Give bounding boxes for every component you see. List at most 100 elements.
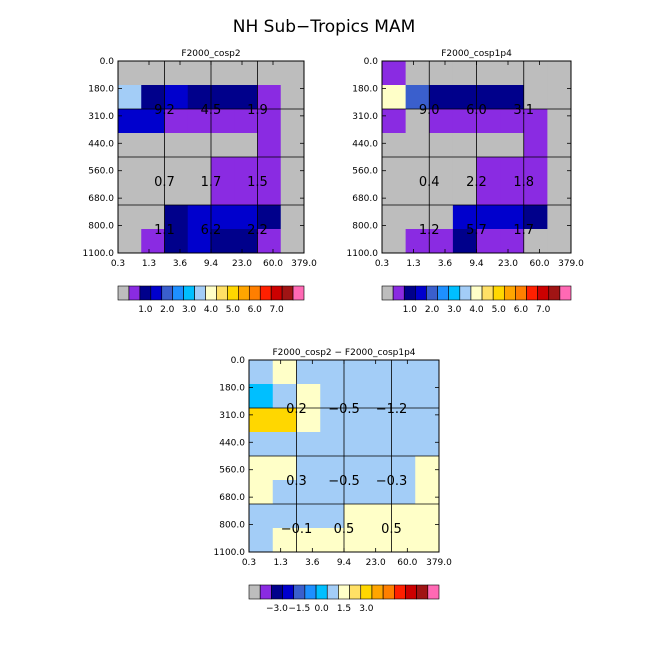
- heatmap-cell: [280, 61, 305, 86]
- colorbar-swatch: [492, 285, 505, 301]
- heatmap-cell: [367, 432, 392, 457]
- heatmap-cell: [547, 229, 572, 254]
- colorbar-swatch: [281, 285, 294, 301]
- value-label: −0.3: [376, 474, 408, 489]
- heatmap-cell: [500, 205, 525, 230]
- heatmap-cell: [367, 384, 392, 409]
- heatmap-cell: [415, 384, 440, 409]
- colorbar-swatch: [381, 285, 394, 301]
- x-tick-label: 3.6: [305, 558, 320, 568]
- heatmap-cell: [187, 133, 212, 158]
- heatmap-cell: [382, 85, 407, 110]
- heatmap-cell: [391, 408, 416, 433]
- heatmap-cell: [118, 61, 142, 86]
- panel-title: F2000_cosp2: [181, 49, 240, 59]
- heatmap-cell: [452, 157, 477, 182]
- colorbar-label: 7.0: [536, 305, 551, 315]
- heatmap-cell: [523, 205, 548, 230]
- heatmap-cell: [187, 85, 212, 110]
- heatmap-cell: [452, 133, 477, 158]
- colorbar-swatch: [503, 285, 516, 301]
- heatmap-cell: [367, 360, 392, 385]
- y-tick-label: 1100.0: [214, 548, 246, 558]
- heatmap-cell: [118, 205, 142, 230]
- heatmap-cell: [211, 181, 235, 206]
- heatmap-cell: [280, 229, 305, 254]
- value-label: −0.5: [328, 402, 360, 417]
- value-label: 0.7: [154, 175, 175, 190]
- heatmap-cell: [211, 133, 235, 158]
- colorbar-swatch: [304, 584, 317, 600]
- y-tick-label: 560.0: [88, 167, 114, 177]
- x-tick-label: 379.0: [291, 259, 317, 269]
- heatmap-cell: [257, 181, 282, 206]
- heatmap-cell: [405, 181, 430, 206]
- colorbar-label: −1.5: [288, 604, 310, 614]
- heatmap-cell: [320, 528, 345, 553]
- colorbar-swatch: [481, 285, 494, 301]
- x-tick-label: 1.3: [274, 558, 288, 568]
- heatmap-cell: [523, 229, 548, 254]
- heatmap-cell: [118, 85, 142, 110]
- heatmap-cell: [405, 229, 430, 254]
- colorbar-swatch: [259, 584, 272, 600]
- heatmap-cell: [391, 528, 416, 553]
- x-tick-label: 23.0: [232, 259, 252, 269]
- y-tick-label: 0.0: [364, 57, 379, 67]
- heatmap-cell: [249, 480, 274, 505]
- colorbar-label: 0.0: [314, 604, 329, 614]
- heatmap-cell: [476, 85, 501, 110]
- heatmap-cell: [452, 181, 477, 206]
- heatmap-cell: [415, 456, 440, 481]
- heatmap-cell: [523, 181, 548, 206]
- value-label: 2.2: [466, 175, 487, 190]
- heatmap-cell: [320, 504, 345, 529]
- heatmap-cell: [476, 229, 501, 254]
- heatmap-cell: [500, 109, 525, 134]
- heatmap-cell: [415, 360, 440, 385]
- x-tick-label: 60.0: [529, 259, 549, 269]
- heatmap-cell: [257, 157, 282, 182]
- heatmap-cell: [391, 360, 416, 385]
- y-tick-label: 680.0: [88, 194, 114, 204]
- value-label: 0.3: [286, 474, 307, 489]
- y-tick-label: 1100.0: [83, 249, 115, 259]
- heatmap-cell: [429, 205, 454, 230]
- colorbar-label: 4.0: [469, 305, 484, 315]
- heatmap-cell: [164, 181, 189, 206]
- y-tick-label: 310.0: [352, 112, 378, 122]
- colorbar-swatch: [248, 285, 261, 301]
- heatmap-cell: [547, 109, 572, 134]
- colorbar-swatch: [216, 285, 228, 301]
- heatmap-cell: [367, 480, 392, 505]
- heatmap-cell: [234, 205, 258, 230]
- heatmap-cell: [429, 181, 454, 206]
- colorbar-swatch: [293, 584, 306, 600]
- colorbar-label: 5.0: [492, 305, 507, 315]
- colorbar-swatch: [393, 584, 406, 600]
- heatmap-cell: [249, 360, 274, 385]
- heatmap-cell: [296, 528, 321, 553]
- y-tick-label: 800.0: [88, 222, 114, 232]
- heatmap-cell: [280, 181, 305, 206]
- heatmap-cell: [296, 384, 321, 409]
- value-label: 6.2: [201, 223, 222, 238]
- heatmap-cell: [476, 133, 501, 158]
- heatmap-cell: [118, 181, 142, 206]
- colorbar-swatch: [259, 285, 272, 301]
- x-tick-label: 23.0: [366, 558, 386, 568]
- colorbar-swatch: [139, 285, 152, 301]
- colorbar-swatch: [526, 285, 538, 301]
- heatmap-cell: [500, 85, 525, 110]
- y-tick-label: 800.0: [219, 521, 245, 531]
- heatmap-cell: [500, 61, 525, 86]
- heatmap-cell: [547, 85, 572, 110]
- colorbar-swatch: [382, 584, 395, 600]
- heatmap-cell: [234, 229, 258, 254]
- heatmap-cell: [272, 528, 297, 553]
- colorbar-swatch: [315, 584, 328, 600]
- heatmap-cell: [382, 181, 407, 206]
- colorbar-label: 4.0: [204, 305, 219, 315]
- heatmap-cell: [382, 157, 407, 182]
- heatmap-cell: [320, 480, 345, 505]
